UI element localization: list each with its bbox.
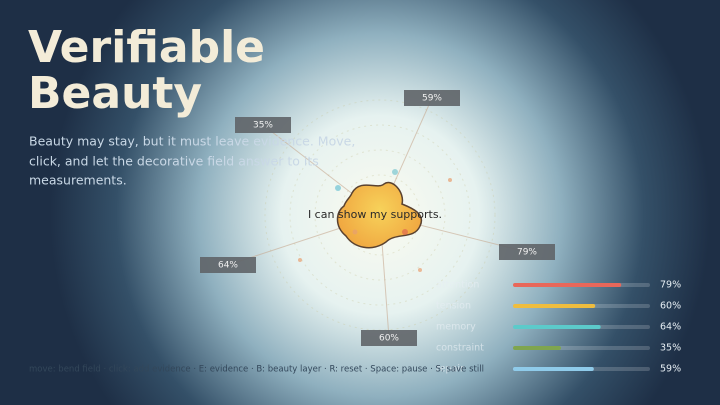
metric-bar bbox=[513, 346, 561, 350]
metric-bar bbox=[513, 283, 622, 287]
callout-label: 59% bbox=[422, 94, 442, 104]
callout-box bbox=[499, 244, 555, 260]
callout-label: 60% bbox=[379, 334, 399, 344]
particles bbox=[298, 169, 452, 272]
callout-label: 79% bbox=[517, 248, 537, 258]
title: Verifiable bbox=[28, 22, 265, 73]
description: measurements. bbox=[29, 173, 127, 188]
metric-value: 64% bbox=[660, 322, 681, 333]
metric-bar bbox=[513, 325, 601, 329]
footer: move: bend field · click: add evidence ·… bbox=[29, 365, 484, 375]
callout-box bbox=[404, 90, 460, 106]
center-label: I can show my supports. bbox=[308, 208, 442, 221]
metric-name: attention bbox=[436, 280, 479, 291]
callout-label: 35% bbox=[253, 121, 273, 131]
metric-name: constraint bbox=[436, 343, 484, 354]
metric-value: 59% bbox=[660, 364, 681, 375]
metric-value: 60% bbox=[660, 301, 681, 312]
callout-box bbox=[200, 257, 256, 273]
metric-name: repair bbox=[436, 364, 464, 375]
metric-value: 35% bbox=[660, 343, 681, 354]
callout-label: 64% bbox=[218, 261, 238, 271]
metric-name: memory bbox=[436, 322, 476, 333]
metric-value: 79% bbox=[660, 280, 681, 291]
callout-box bbox=[235, 117, 291, 133]
description: click, and let the decorative field answ… bbox=[29, 154, 319, 169]
metric-bar bbox=[513, 367, 594, 371]
metric-name: tension bbox=[436, 301, 471, 312]
metric-bar bbox=[513, 304, 596, 308]
callout-box bbox=[361, 330, 417, 346]
title: Beauty bbox=[28, 68, 202, 119]
beauty-blob bbox=[336, 181, 423, 249]
description: Beauty may stay, but it must leave evide… bbox=[29, 134, 355, 149]
